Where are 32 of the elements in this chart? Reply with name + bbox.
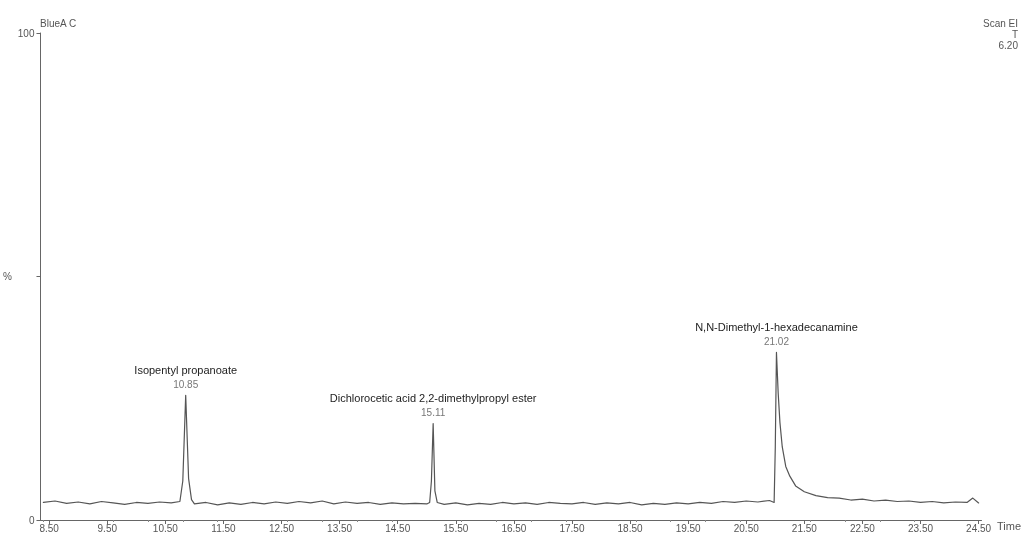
annotation: Dichlorocetic acid 2,2-dimethylpropyl ester bbox=[329, 392, 537, 405]
x-tick-label: 18.50 bbox=[617, 522, 644, 533]
x-tick-label: 10.50 bbox=[152, 522, 179, 533]
x-tick-label: 15.50 bbox=[443, 522, 469, 533]
x-tick-label: 22.50 bbox=[849, 522, 876, 533]
x-axis-title: Time bbox=[997, 519, 1022, 532]
y-tick-label: 100 bbox=[17, 27, 35, 39]
annotation: 10.85 bbox=[173, 378, 199, 390]
x-tick-label: 20.50 bbox=[733, 522, 760, 533]
x-tick-label: 17.50 bbox=[559, 522, 585, 533]
x-tick-label: 11.50 bbox=[211, 522, 237, 533]
x-tick-label: 19.50 bbox=[675, 522, 702, 533]
text: T bbox=[1011, 28, 1018, 40]
annotation: 15.11 bbox=[421, 407, 446, 419]
line-series bbox=[42, 351, 980, 506]
annotation: N,N-Dimethyl-1-hexadecanamine bbox=[695, 320, 858, 333]
x-tick-label: 12.50 bbox=[269, 522, 295, 533]
x-tick-label: 8.50 bbox=[39, 522, 60, 533]
annotation: Isopentyl propanoate bbox=[134, 363, 238, 376]
x-tick-label: 16.50 bbox=[501, 522, 527, 533]
x-tick-label: 13.50 bbox=[327, 522, 353, 533]
annotation: 21.02 bbox=[763, 335, 790, 347]
x-tick-label: 9.50 bbox=[97, 522, 118, 533]
x-tick-label: 23.50 bbox=[908, 522, 934, 533]
text: 6.20 bbox=[998, 39, 1019, 51]
y-tick-label: 0 bbox=[28, 514, 35, 526]
x-tick-label: 21.50 bbox=[791, 522, 818, 533]
y-axis-title: % bbox=[2, 271, 12, 282]
text: Scan EI bbox=[982, 17, 1018, 29]
x-tick-label: 14.50 bbox=[385, 522, 411, 533]
x-tick-label: 24.50 bbox=[966, 522, 992, 533]
text: BlueA C bbox=[40, 17, 77, 29]
